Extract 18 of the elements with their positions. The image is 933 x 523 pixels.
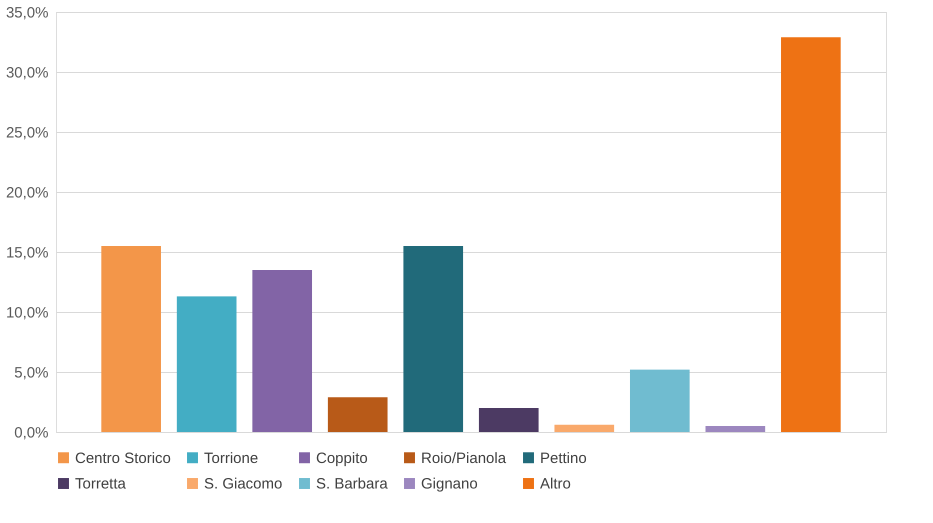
y-tick-label: 0,0% bbox=[14, 424, 48, 442]
legend-label: Altro bbox=[540, 476, 571, 492]
legend-label: Gignano bbox=[421, 476, 478, 492]
legend-label: S. Barbara bbox=[316, 476, 388, 492]
legend-label: S. Giacomo bbox=[204, 476, 282, 492]
legend-label: Torrione bbox=[204, 450, 258, 467]
y-tick-label: 30,0% bbox=[6, 64, 48, 82]
y-tick-label: 15,0% bbox=[6, 244, 48, 262]
legend-label: Pettino bbox=[540, 450, 587, 467]
y-tick-label: 35,0% bbox=[6, 4, 48, 22]
y-tick-label: 5,0% bbox=[14, 364, 48, 382]
legend-label: Coppito bbox=[316, 450, 368, 467]
y-tick-label: 10,0% bbox=[6, 304, 48, 322]
legend-label: Roio/Pianola bbox=[421, 450, 507, 467]
y-tick-label: 25,0% bbox=[6, 124, 48, 142]
legend-label: Torretta bbox=[75, 476, 127, 492]
legend-label: Centro Storico bbox=[75, 450, 171, 467]
y-tick-label: 20,0% bbox=[6, 184, 48, 202]
